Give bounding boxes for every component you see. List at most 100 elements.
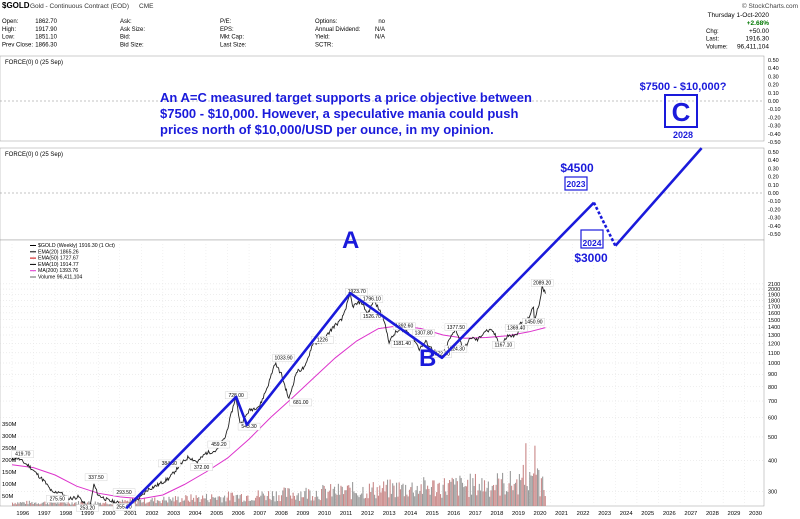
volume-bar (436, 492, 438, 506)
price-label: 372.00 (194, 465, 210, 471)
volume-bar (309, 490, 311, 506)
volume-bar (332, 488, 334, 506)
c-target-range: $7500 - $10,000? (640, 81, 727, 93)
price-label-box (505, 324, 528, 332)
volume-bar (253, 500, 255, 506)
price-label: 1450.90 (524, 319, 542, 325)
volume-bar (174, 496, 177, 506)
volume-bar (461, 482, 464, 506)
volume-bar (194, 501, 196, 506)
volume-bar (171, 500, 173, 506)
volume-bar (337, 483, 339, 506)
volume-bar (308, 489, 310, 506)
volume-bar (183, 500, 186, 506)
volume-bar (301, 497, 303, 506)
price-tick-label: 1500 (768, 318, 780, 324)
force-tick-label: -0.20 (768, 207, 781, 213)
year-tick-label: 2017 (469, 511, 482, 517)
header-right-value: +50.00 (749, 28, 769, 35)
volume-bar (538, 470, 540, 506)
volume-bar (81, 501, 83, 506)
volume-bar (13, 504, 15, 506)
price-label: 1307.80 (415, 330, 433, 336)
peak-target-value: $4500 (560, 161, 594, 175)
force-tick-label: -0.30 (768, 216, 781, 222)
volume-bar (143, 497, 145, 506)
volume-bar (50, 500, 52, 506)
volume-bar (99, 502, 102, 506)
volume-bar (33, 502, 36, 506)
price-label: 337.50 (88, 475, 104, 481)
volume-bar (518, 474, 520, 506)
volume-bar (181, 498, 183, 506)
volume-bar (176, 500, 178, 506)
volume-bar (321, 489, 323, 506)
header-right-label: Volume: (706, 44, 728, 50)
volume-bar (525, 443, 527, 506)
volume-bar (415, 490, 417, 506)
price-label: 275.50 (50, 497, 66, 503)
volume-bar (26, 500, 28, 506)
volume-bar (244, 501, 246, 506)
price-tick-label: 700 (768, 399, 777, 405)
volume-bar (280, 495, 283, 506)
volume-bar (527, 490, 530, 506)
peak-year-box (564, 176, 588, 191)
volume-bar (336, 494, 338, 506)
header-right-fields: +2.68% Chg: +50.00 Last: 1916.30 Volume: 96,41… (706, 20, 769, 50)
chart-symbol: $GOLD (2, 1, 30, 10)
volume-bar (438, 482, 440, 506)
header-field-label: Mkt Cap: (220, 35, 244, 41)
volume-bar (492, 484, 495, 506)
price-label: 1124.30 (447, 347, 465, 353)
volume-bar (189, 501, 191, 506)
header-field-label: Low: (2, 35, 15, 41)
volume-bar (361, 493, 363, 506)
peak-year: 2023 (567, 179, 586, 189)
volume-bar (490, 490, 492, 506)
volume-bar (217, 496, 219, 506)
volume-bar (333, 486, 336, 506)
volume-bar (105, 501, 107, 506)
volume-bar (319, 500, 321, 506)
year-tick-label: 1997 (38, 511, 51, 517)
volume-bar (401, 484, 403, 506)
volume-bar (75, 502, 77, 506)
volume-bar (384, 491, 386, 506)
volume-bar (449, 479, 451, 506)
price-tick-label: 1700 (768, 304, 780, 310)
volume-bar (386, 479, 389, 506)
volume-bar (221, 502, 223, 506)
volume-bar (155, 503, 157, 506)
volume-bar (469, 473, 471, 506)
volume-bar (416, 485, 418, 506)
volume-bar (270, 500, 272, 506)
volume-bar (542, 476, 544, 506)
volume-bar (315, 490, 317, 506)
volume-bar (410, 487, 412, 506)
year-tick-label: 1998 (59, 511, 72, 517)
volume-bar (473, 485, 475, 506)
price-label-box (492, 341, 515, 349)
volume-bar (199, 501, 201, 506)
price-label: 459.20 (211, 442, 227, 448)
volume-bar (168, 496, 170, 506)
volume-bar (534, 445, 536, 506)
volume-bar (129, 498, 131, 506)
volume-bar (368, 483, 370, 506)
price-label-box (444, 345, 468, 353)
volume-bar (86, 502, 89, 506)
volume-bar (509, 471, 511, 506)
price-label: 2089.20 (533, 280, 551, 286)
force-tick-label: 0.00 (768, 191, 779, 197)
year-tick-label: 2019 (512, 511, 525, 517)
year-tick-label: 2023 (598, 511, 611, 517)
volume-bar (243, 500, 245, 506)
price-tick-label: 2000 (768, 287, 780, 293)
volume-bar (352, 482, 354, 506)
header-field-label: Prev Close: (2, 42, 33, 48)
volume-bar (304, 491, 306, 506)
legend-entry: EMA(10) 1914.77 (38, 262, 79, 268)
year-tick-label: 2014 (404, 511, 418, 517)
volume-bar (146, 502, 148, 506)
